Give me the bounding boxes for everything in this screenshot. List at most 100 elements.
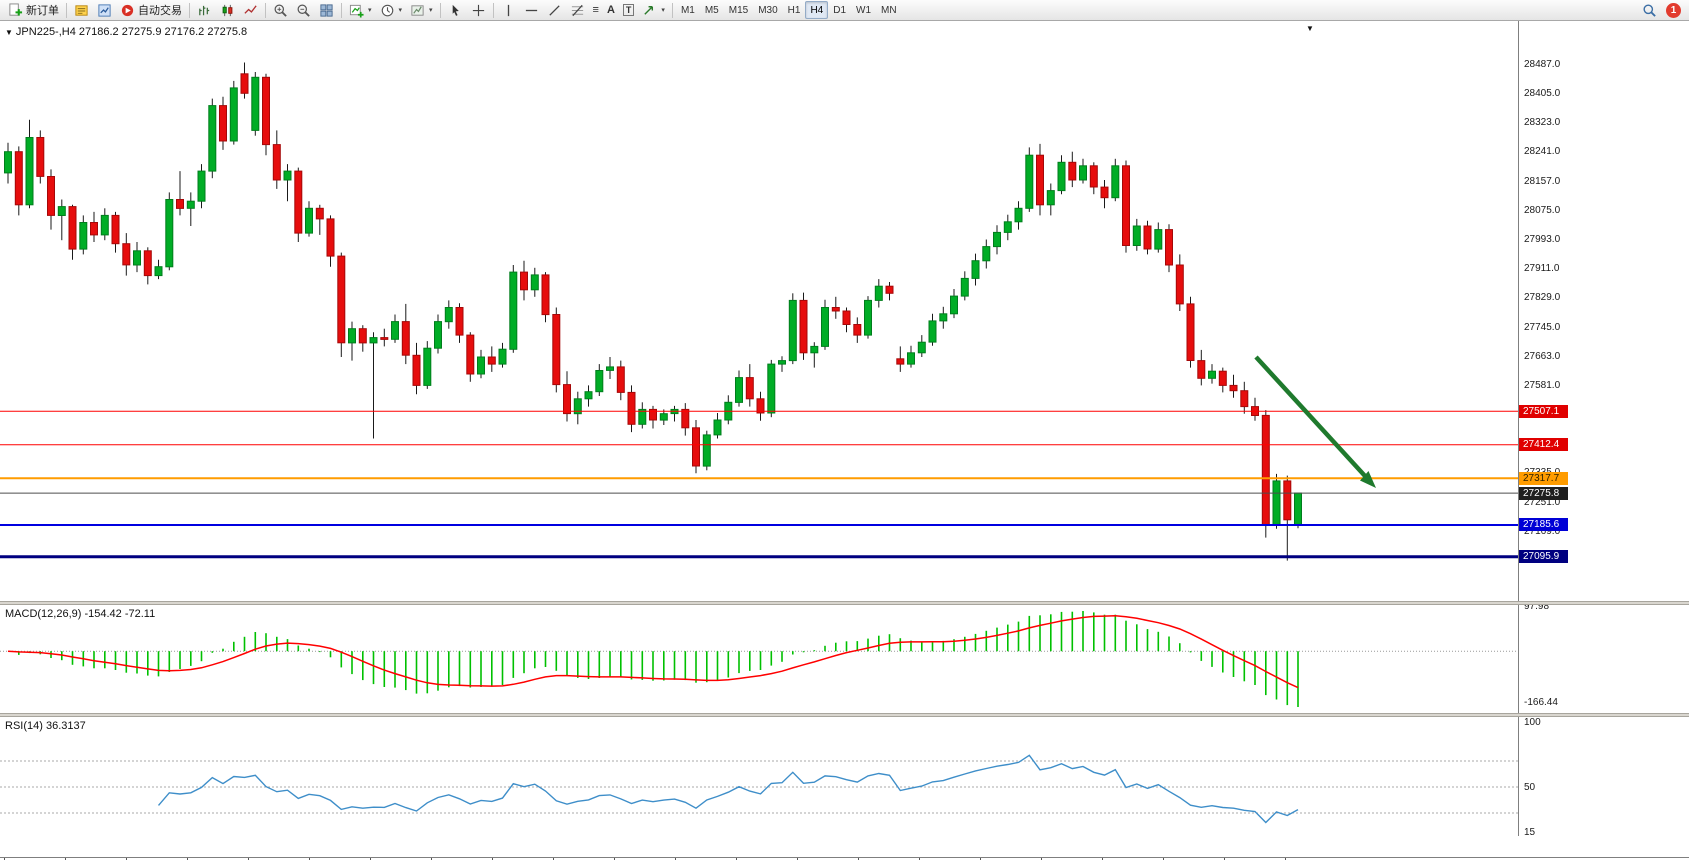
candle-body bbox=[176, 199, 184, 209]
time-axis-tick bbox=[65, 858, 66, 860]
candle-body bbox=[1294, 492, 1302, 526]
autotrading-label: 自动交易 bbox=[138, 5, 182, 17]
candlestick-plot[interactable] bbox=[0, 21, 1518, 601]
candle-body bbox=[907, 352, 915, 365]
candle-body bbox=[767, 363, 776, 414]
panel-splitter[interactable] bbox=[0, 601, 1689, 605]
trend-arrow[interactable] bbox=[1254, 355, 1367, 478]
timeframe-d1-button[interactable]: D1 bbox=[833, 4, 847, 16]
periods-button[interactable]: ▾ bbox=[376, 1, 407, 19]
time-axis-tick bbox=[1163, 858, 1164, 860]
candle-body bbox=[1229, 384, 1238, 392]
candle-body bbox=[606, 366, 614, 371]
candle-body bbox=[842, 310, 851, 325]
notification-badge[interactable]: 1 bbox=[1666, 2, 1681, 18]
metaeditor-button[interactable] bbox=[70, 1, 93, 19]
price-axis-label: 28241.0 bbox=[1524, 146, 1561, 157]
candle-body bbox=[305, 207, 313, 234]
market-watch-button[interactable] bbox=[93, 1, 116, 19]
vertical-line-icon bbox=[507, 4, 509, 16]
search-button[interactable] bbox=[1638, 1, 1661, 19]
timeframe-h1-button[interactable]: H1 bbox=[787, 4, 801, 16]
candle-body bbox=[90, 222, 98, 236]
candle-body bbox=[1003, 221, 1012, 233]
candle-body bbox=[756, 398, 765, 414]
candle-body bbox=[917, 341, 926, 354]
crosshair-button[interactable] bbox=[467, 1, 490, 19]
rsi-plot[interactable] bbox=[0, 717, 1518, 857]
candle-body bbox=[369, 337, 378, 344]
arrows-button[interactable]: ▾ bbox=[638, 1, 669, 19]
price-axis[interactable]: 97.98 -166.44 100 50 15 28487.0 28405.0 28… bbox=[1518, 21, 1689, 838]
price-axis-label: 27829.0 bbox=[1524, 292, 1561, 303]
text-label-button[interactable]: T bbox=[619, 1, 639, 19]
text-button[interactable]: A bbox=[603, 1, 619, 19]
candle-body bbox=[79, 222, 88, 250]
line-chart-icon bbox=[244, 4, 257, 14]
rsi-axis-label: 100 bbox=[1524, 717, 1541, 728]
chart-area[interactable]: ▼ JPN225-,H4 27186.2 27275.9 27176.2 272… bbox=[0, 21, 1518, 860]
new-order-label: 新订单 bbox=[26, 5, 59, 17]
candle-body bbox=[541, 274, 550, 316]
time-axis-tick bbox=[675, 858, 676, 860]
candle-body bbox=[1261, 414, 1270, 526]
timeframe-w1-button[interactable]: W1 bbox=[856, 4, 872, 16]
trendline-button[interactable] bbox=[543, 1, 566, 19]
candle-body bbox=[423, 347, 432, 386]
candle-body bbox=[552, 314, 561, 386]
time-axis[interactable]: 28 Nov 202228 Nov 23:3029 Nov 14:5530 No… bbox=[0, 857, 1689, 860]
candle-body bbox=[1132, 225, 1141, 246]
trend-arrow-head bbox=[1360, 471, 1376, 488]
candle-body bbox=[1208, 370, 1216, 379]
line-chart-button[interactable] bbox=[239, 1, 262, 19]
candle-body bbox=[573, 398, 582, 415]
time-axis-tick bbox=[187, 858, 188, 860]
candle-body bbox=[627, 391, 636, 425]
fibonacci-button[interactable] bbox=[566, 1, 589, 19]
candle-body bbox=[1122, 165, 1130, 246]
collapse-chart-icon[interactable]: ▼ bbox=[5, 27, 13, 37]
tile-windows-icon bbox=[320, 3, 333, 17]
cursor-button[interactable] bbox=[444, 1, 467, 19]
zoom-out-button[interactable] bbox=[292, 1, 315, 19]
autotrading-button[interactable]: 自动交易 bbox=[116, 1, 186, 19]
panel-splitter[interactable] bbox=[0, 713, 1689, 717]
timeframe-m1-button[interactable]: M1 bbox=[680, 4, 695, 16]
candle-body bbox=[1089, 165, 1098, 188]
macd-plot[interactable] bbox=[0, 605, 1518, 713]
timeframe-h4-button[interactable]: H4 bbox=[805, 1, 829, 19]
timeframe-mn-button[interactable]: MN bbox=[881, 4, 897, 16]
toolbar-separator bbox=[189, 2, 190, 18]
timeframe-m15-button[interactable]: M15 bbox=[728, 4, 749, 16]
new-order-button[interactable]: 新订单 bbox=[4, 1, 63, 19]
candle-body bbox=[810, 345, 819, 354]
candle-body bbox=[745, 377, 754, 400]
candle-body bbox=[1218, 370, 1227, 386]
time-axis-tick bbox=[492, 858, 493, 860]
toolbar: 新订单 自动交易 bbox=[0, 0, 1689, 21]
bar-chart-button[interactable] bbox=[193, 1, 216, 19]
crosshair-icon bbox=[472, 4, 484, 16]
price-badge: 27095.9 bbox=[1519, 550, 1568, 563]
candle-body bbox=[713, 419, 722, 436]
horizontal-line-button[interactable] bbox=[520, 1, 543, 19]
chart-shift-marker[interactable]: ▼ bbox=[1306, 24, 1314, 33]
candle-body bbox=[1057, 161, 1066, 192]
cycle-lines-button[interactable]: ≡ bbox=[589, 1, 603, 19]
candle-body bbox=[735, 377, 743, 403]
zoom-in-button[interactable] bbox=[269, 1, 292, 19]
candle-body bbox=[520, 271, 528, 291]
templates-button[interactable]: ▾ bbox=[406, 1, 437, 19]
candlestick-chart-button[interactable] bbox=[216, 1, 239, 19]
rsi-line bbox=[157, 754, 1299, 824]
timeframe-m5-button[interactable]: M5 bbox=[704, 4, 719, 16]
tile-windows-button[interactable] bbox=[315, 1, 338, 19]
time-axis-tick bbox=[431, 858, 432, 860]
candle-body bbox=[262, 76, 270, 146]
horizontal-line-icon bbox=[525, 9, 537, 11]
vertical-line-button[interactable] bbox=[497, 1, 520, 19]
candle-body bbox=[455, 307, 464, 336]
timeframe-m30-button[interactable]: M30 bbox=[758, 4, 778, 16]
candle-body bbox=[864, 299, 872, 336]
indicators-button[interactable]: ▾ bbox=[345, 1, 376, 19]
